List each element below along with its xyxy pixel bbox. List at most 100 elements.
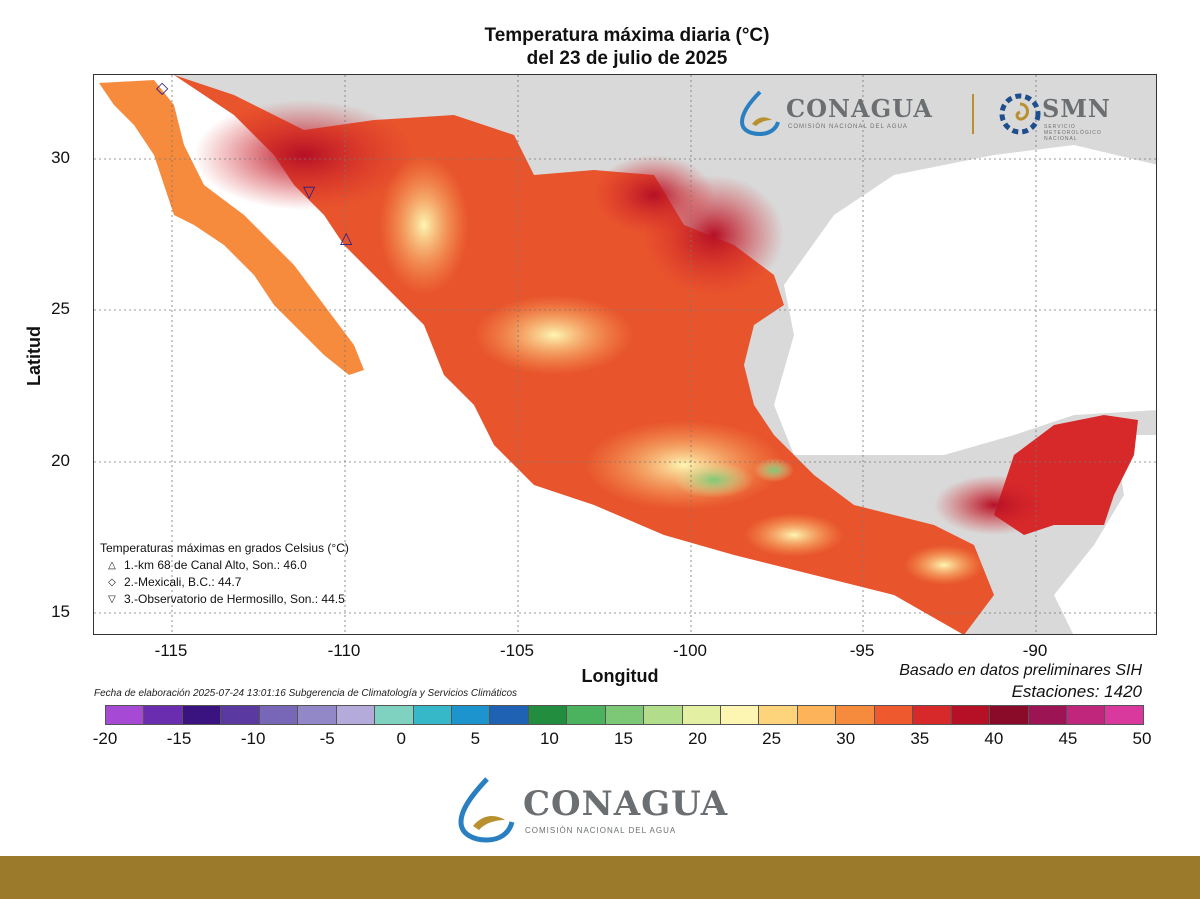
color-scale-segment [528,706,568,724]
elaboration-footnote: Fecha de elaboración 2025-07-24 13:01:16… [94,688,518,699]
legend-item-1-text: 1.-km 68 de Canal Alto, Son.: 46.0 [124,558,307,572]
conagua-header-sub: COMISIÓN NACIONAL DEL AGUA [788,124,908,130]
header-logos: CONAGUA COMISIÓN NACIONAL DEL AGUA SMN S… [738,90,1148,142]
legend-item-3: ▽ 3.-Observatorio de Hermosillo, Son.: 4… [100,591,349,608]
color-scale-label: 20 [688,729,708,748]
cool-zone-sierra-madre [379,155,469,295]
color-scale-segment [797,706,837,724]
data-basis-note: Basado en datos preliminares SIH [899,662,1142,679]
color-scale-segment [144,706,183,724]
color-scale-segment [721,706,760,724]
color-scale-label: -15 [166,729,192,748]
color-scale-segment [1028,706,1067,724]
smn-header-word: SMN [1042,94,1111,123]
color-scale-segment [913,706,952,724]
smn-header-sub: SERVICIO METEOROLÓGICO NACIONAL [1044,124,1102,142]
xtick-105: -105 [499,641,535,660]
color-scale-segment [221,706,260,724]
map-title: Temperatura máxima diaria (°C) del 23 de… [0,24,1200,70]
color-scale-label: 30 [836,729,856,748]
ytick-25: 25 [51,299,70,318]
color-scale-label: 45 [1058,729,1078,748]
conagua-footer-logo: CONAGUA COMISIÓN NACIONAL DEL AGUA [455,776,775,846]
cool-zone-puebla [754,458,794,482]
triangle-up-icon: △ [108,560,116,571]
cool-zone-chiapas [904,545,984,585]
color-scale-segment [836,706,875,724]
conagua-header-word: CONAGUA [786,94,933,123]
color-scale-segment [990,706,1029,724]
conagua-drop-icon [739,90,780,137]
station-marker-hermosillo: ▽ [303,184,316,201]
graticule [94,75,1156,634]
smn-header-logo: SMN SERVICIO METEOROLÓGICO NACIONAL [996,90,1110,142]
footer-bar [0,856,1200,899]
baja-california [99,80,364,375]
color-scale-label: 10 [539,729,559,748]
color-scale-segment [682,706,721,724]
cool-zone-bajio [474,295,634,375]
xtick-110: -110 [327,641,361,660]
xtick-100: -100 [672,641,708,660]
color-scale-segment [451,706,491,724]
smn-swirl-icon [999,93,1041,135]
stations-count: Estaciones: 1420 [1011,682,1142,701]
color-scale-segment [1066,706,1106,724]
xtick-115: -115 [154,641,188,660]
color-scale-segment [1105,706,1143,724]
color-scale-label: 40 [984,729,1004,748]
color-scale-segment [951,706,991,724]
map-svg: ◇ ▽ △ [94,75,1156,634]
color-scale-segment [605,706,645,724]
cool-zone-oaxaca [744,513,844,557]
color-scale-segment [182,706,222,724]
logo-divider [972,94,974,134]
conagua-footer-word: CONAGUA [523,784,729,824]
legend-item-1: △ 1.-km 68 de Canal Alto, Son.: 46.0 [100,557,349,574]
color-scale-label: 5 [470,729,481,748]
legend-item-2: ◇ 2.-Mexicali, B.C.: 44.7 [100,574,349,591]
color-scale-segment [413,706,452,724]
legend-title: Temperaturas máximas en grados Celsius (… [100,541,349,555]
color-scale-label: 25 [762,729,782,748]
color-scale-label: 50 [1132,729,1152,748]
station-marker-canal-alto: △ [340,230,353,247]
conagua-header-logo: CONAGUA COMISIÓN NACIONAL DEL AGUA [738,90,932,141]
title-line-2: del 23 de julio de 2025 [526,48,728,69]
y-axis-title: Latitud [24,326,44,386]
color-scale-segment [336,706,376,724]
diamond-icon: ◇ [108,577,116,588]
hot-zone-tabasco [934,475,1054,535]
legend-item-3-text: 3.-Observatorio de Hermosillo, Son.: 44.… [124,592,345,606]
conagua-footer-drop-icon [458,777,515,843]
color-scale-segment [759,706,798,724]
ytick-20: 20 [51,451,70,470]
hot-zone-sonora [194,100,414,210]
color-scale-segment [490,706,529,724]
station-legend: Temperaturas máximas en grados Celsius (… [100,540,349,608]
xtick-95: -95 [849,641,875,660]
color-scale-segment [259,706,299,724]
temperature-map: ◇ ▽ △ [93,74,1157,635]
color-scale-segment [375,706,414,724]
color-scale-label: 15 [614,729,633,748]
ytick-15: 15 [51,602,70,621]
hot-zone-coahuila [594,155,714,235]
color-scale-segment [106,706,145,724]
cool-zone-central-plateau [584,420,784,510]
color-scale-label: -10 [240,729,266,748]
color-scale-label: 35 [910,729,930,748]
color-scale-segment [298,706,337,724]
caribbean-sea [1054,435,1156,634]
color-scale-segment [644,706,683,724]
station-marker-mexicali: ◇ [156,80,169,97]
color-scale-label: 0 [396,729,407,748]
pacific-ocean [94,75,964,634]
ytick-30: 30 [51,148,70,167]
gulf-of-mexico [774,145,1156,455]
x-axis-title: Longitud [581,666,659,686]
color-scale-label: -20 [92,729,118,748]
xtick-90: -90 [1022,641,1048,660]
color-scale-segment [874,706,914,724]
title-line-1: Temperatura máxima diaria (°C) [484,25,770,46]
